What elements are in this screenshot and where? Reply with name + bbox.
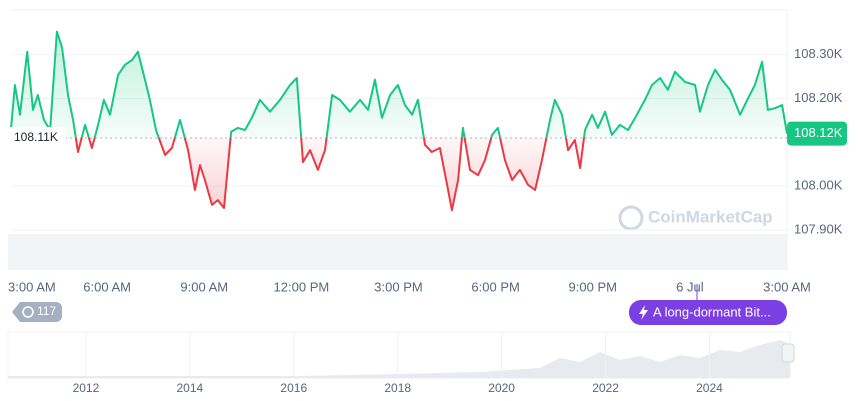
x-tick-label: 3:00 PM: [374, 279, 422, 294]
y-tick-label: 107.90K: [794, 221, 843, 236]
baseline-label: 108.11K: [14, 130, 58, 144]
y-tick-label: 108.00K: [794, 178, 843, 193]
events-count: 117: [37, 304, 56, 318]
navigator-year: 2018: [384, 381, 411, 395]
x-tick-label: 12:00 PM: [274, 279, 330, 294]
navigator-year: 2014: [177, 381, 204, 395]
current-price-tag: [787, 121, 847, 146]
navigator-year: 2020: [488, 381, 515, 395]
events-icon: [22, 306, 34, 318]
news-text: A long-dormant Bit...: [653, 304, 771, 319]
navigator-year: 2016: [280, 381, 307, 395]
events-badge[interactable]: [12, 302, 62, 322]
volume-strip: [8, 234, 787, 270]
x-tick-label: 9:00 PM: [569, 279, 617, 294]
watermark-logo: [618, 205, 644, 231]
baseline-tag: [8, 126, 66, 147]
navigator-year: 2024: [696, 381, 723, 395]
y-tick-label: 108.20K: [794, 90, 843, 105]
x-tick-label: 3:00 AM: [8, 279, 56, 294]
navigator-year: 2022: [592, 381, 619, 395]
y-tick-label: 108.30K: [794, 46, 843, 61]
news-icon: [639, 305, 648, 320]
price-area: [10, 31, 787, 211]
current-price-label: 108.12K: [794, 125, 843, 140]
navigator-area: [8, 340, 790, 378]
x-tick-label: 9:00 AM: [180, 279, 228, 294]
news-badge[interactable]: [629, 300, 787, 325]
navigator-handle[interactable]: [781, 343, 795, 363]
x-tick-label: 3:00 AM: [763, 279, 811, 294]
x-tick-label: 6:00 PM: [471, 279, 519, 294]
watermark: CoinMarketCap: [648, 207, 773, 226]
navigator-year: 2012: [73, 381, 100, 395]
x-tick-label: 6:00 AM: [83, 279, 131, 294]
price-line: [9, 30, 788, 212]
x-tick-label: 6 Jul: [676, 279, 704, 294]
